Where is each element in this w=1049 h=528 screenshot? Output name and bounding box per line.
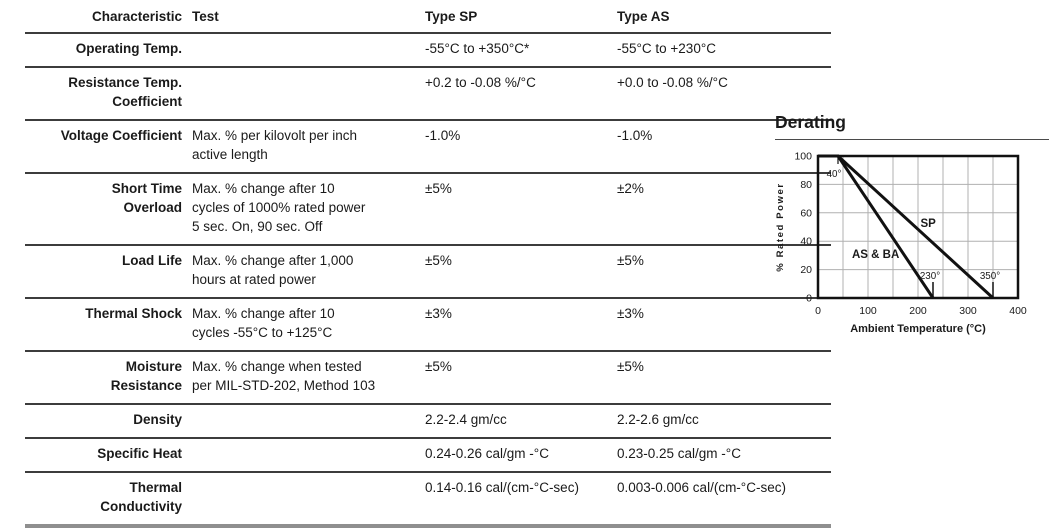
x-tick-label: 400 <box>1009 305 1027 317</box>
test-cell <box>187 33 425 67</box>
characteristic-cell: Thermal Conductivity <box>25 471 187 526</box>
characteristic-cell: Density <box>25 403 187 438</box>
y-tick-label: 20 <box>800 264 812 276</box>
col-header-type-sp: Type SP <box>425 3 617 34</box>
type-as-cell: 0.23-0.25 cal/gm -°C <box>617 437 831 472</box>
derating-section: Derating SP AS & BA 40° 230° 350° 0 100 200 300 4… <box>775 110 1049 343</box>
table-row: Thermal Shock Max. % change after 10 cycl… <box>25 297 831 351</box>
characteristic-cell: Short Time Overload <box>25 172 187 245</box>
type-sp-cell: +0.2 to -0.08 %/°C <box>425 66 617 120</box>
annotation-label: 230° <box>920 271 940 282</box>
table-row: Voltage Coefficient Max. % per kilovolt p… <box>25 119 831 173</box>
table-row: Resistance Temp. Coefficient +0.2 to -0.0… <box>25 66 831 120</box>
type-sp-cell: 0.14-0.16 cal/(cm-°C-sec) <box>425 471 617 526</box>
series-line-sp <box>818 154 995 300</box>
table-row: Short Time Overload Max. % change after 1… <box>25 172 831 245</box>
type-sp-cell: 2.2-2.4 gm/cc <box>425 403 617 438</box>
type-as-cell: ±3% <box>617 297 831 351</box>
characteristic-cell: Operating Temp. <box>75 41 182 56</box>
table-row: Specific Heat 0.24-0.26 cal/gm -°C 0.23-0.… <box>25 437 831 472</box>
test-cell <box>187 66 425 120</box>
table-row: Density 2.2-2.4 gm/cc 2.2-2.6 gm/cc <box>25 403 831 438</box>
annotation-label: 40° <box>827 169 842 180</box>
col-header-characteristic: Characteristic <box>25 3 187 34</box>
type-as-cell: +0.0 to -0.08 %/°C <box>617 66 831 120</box>
col-header-test: Test <box>187 3 425 34</box>
type-as-cell: -1.0% <box>617 119 831 173</box>
y-axis-title: % Rated Power <box>775 182 786 271</box>
test-cell <box>187 437 425 472</box>
type-sp-cell: -1.0% <box>425 119 617 173</box>
type-as-cell: ±5% <box>617 244 831 298</box>
test-cell: Max. % change after 10 cycles -55°C to +… <box>187 297 425 351</box>
test-cell: Max. % change when tested per MIL-STD-20… <box>187 350 425 404</box>
type-as-cell: -55°C to +230°C <box>617 41 716 56</box>
characteristic-cell: Thermal Shock <box>25 297 187 351</box>
type-as-cell: 0.003-0.006 cal/(cm-°C-sec) <box>617 471 831 526</box>
plot-border <box>816 154 1020 300</box>
table-header-row: Characteristic Test Type SP Type AS <box>25 3 831 34</box>
type-sp-cell: ±5% <box>425 350 617 404</box>
characteristic-cell: Moisture Resistance <box>25 350 187 404</box>
characteristics-table: Characteristic Test Type SP Type AS Oper… <box>25 3 831 528</box>
annotation-label: 350° <box>980 271 1000 282</box>
x-tick-label: 300 <box>959 305 977 317</box>
test-cell: Max. % change after 10 cycles of 1000% r… <box>187 172 425 245</box>
test-cell: Max. % per kilovolt per inch active leng… <box>187 119 425 173</box>
characteristic-cell: Specific Heat <box>25 437 187 472</box>
type-sp-cell: ±3% <box>425 297 617 351</box>
table-row: Load Life Max. % change after 1,000 hours… <box>25 244 831 298</box>
table-row: Operating Temp. -55°C to +350°C* -55°C to … <box>25 33 831 67</box>
test-cell <box>187 471 425 526</box>
characteristic-cell: Load Life <box>25 244 187 298</box>
y-tick-label: 40 <box>800 236 812 248</box>
x-tick-label: 100 <box>859 305 877 317</box>
y-tick-label: 80 <box>800 179 812 191</box>
series-label: AS & BA <box>852 249 899 261</box>
y-tick-label: 0 <box>806 293 812 305</box>
type-sp-cell: ±5% <box>425 244 617 298</box>
series-label: SP <box>921 218 937 230</box>
test-cell <box>187 403 425 438</box>
table-row: Thermal Conductivity 0.14-0.16 cal/(cm-°C… <box>25 471 831 526</box>
derating-chart: SP AS & BA 40° 230° 350° 0 100 200 300 400 0 20 40 60… <box>775 151 1027 336</box>
test-cell: Max. % change after 1,000 hours at rated… <box>187 244 425 298</box>
col-header-type-as: Type AS <box>617 3 831 34</box>
x-tick-label: 200 <box>909 305 927 317</box>
y-tick-label: 100 <box>794 151 812 163</box>
type-sp-cell: 0.24-0.26 cal/gm -°C <box>425 437 617 472</box>
table-row: Moisture Resistance Max. % change when te… <box>25 350 831 404</box>
y-tick-label: 60 <box>800 207 812 219</box>
characteristic-cell: Voltage Coefficient <box>25 119 187 173</box>
spec-table: Characteristic Test Type SP Type AS Oper… <box>25 3 831 528</box>
x-axis-title: Ambient Temperature (°C) <box>850 323 986 335</box>
characteristic-cell: Resistance Temp. Coefficient <box>25 66 187 120</box>
type-as-cell: 2.2-2.6 gm/cc <box>617 403 831 438</box>
x-tick-label: 0 <box>815 305 821 317</box>
type-as-cell: ±5% <box>617 350 831 404</box>
type-sp-cell: -55°C to +350°C* <box>425 41 530 56</box>
derating-title: Derating <box>775 112 846 132</box>
title-divider <box>775 139 1049 140</box>
type-as-cell: ±2% <box>617 172 831 245</box>
type-sp-cell: ±5% <box>425 172 617 245</box>
